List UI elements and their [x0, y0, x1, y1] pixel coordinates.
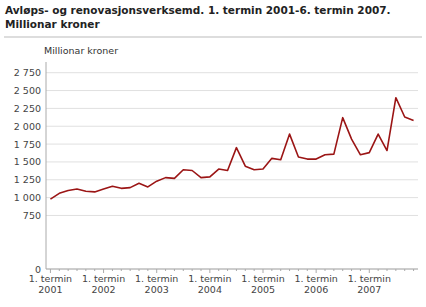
x-tick-label-line: 1. termin [241, 273, 284, 284]
x-tick-label: 1. termin2004 [188, 273, 231, 295]
y-tick-label: 2 250 [14, 103, 41, 114]
y-tick-label: 1 250 [14, 174, 41, 185]
x-minor-tick [351, 269, 352, 271]
x-tick-label: 1. termin2005 [241, 273, 284, 295]
y-tick-label: 1 750 [14, 139, 41, 150]
x-minor-tick [387, 269, 388, 271]
x-minor-tick [192, 269, 193, 271]
x-tick-label-line: 2002 [91, 284, 115, 295]
x-minor-tick [378, 269, 379, 271]
x-minor-tick [333, 269, 334, 271]
grid-line [46, 161, 418, 162]
x-minor-tick [147, 269, 148, 271]
x-minor-tick [404, 269, 405, 271]
x-minor-tick [307, 269, 308, 271]
y-tick-label: 750 [23, 210, 41, 221]
x-minor-tick [68, 269, 69, 271]
y-grid [46, 73, 418, 269]
subtitle: Millionar kroner [5, 18, 100, 30]
x-minor-tick [85, 269, 86, 271]
y-tick-label: 2 750 [14, 67, 41, 78]
x-tick-label-line: 1. termin [82, 273, 125, 284]
x-minor-tick [174, 269, 175, 271]
x-minor-tick [236, 269, 237, 271]
x-tick-label-line: 2007 [357, 284, 381, 295]
x-minor-tick [165, 269, 166, 271]
x-minor-tick [218, 269, 219, 271]
x-minor-tick [139, 269, 140, 271]
x-tick-label-line: 1. termin [348, 273, 391, 284]
x-minor-tick [325, 269, 326, 271]
y-tick-label: 2 000 [14, 121, 41, 132]
grid-line [46, 72, 418, 73]
grid-line [46, 90, 418, 91]
separator [4, 37, 422, 38]
x-minor-tick [271, 269, 272, 271]
line [50, 98, 413, 199]
x-minor-tick [413, 269, 414, 271]
x-minor-tick [245, 269, 246, 271]
x-tick-label: 1. termin2006 [294, 273, 337, 295]
x-minor-tick [298, 269, 299, 271]
x-tick-label-line: 2003 [145, 284, 169, 295]
y-tick-label: 1 500 [14, 156, 41, 167]
y-tick-label: 1 000 [14, 192, 41, 203]
x-minor-tick [130, 269, 131, 271]
x-tick-label-line: 1. termin [294, 273, 337, 284]
x-minor-tick [254, 269, 255, 271]
x-minor-tick [289, 269, 290, 271]
x-minor-tick [201, 269, 202, 271]
x-axis-line [46, 269, 418, 270]
grid-line [46, 179, 418, 180]
x-minor-tick [121, 269, 122, 271]
series [50, 98, 413, 199]
x-tick-label-line: 2006 [304, 284, 328, 295]
x-minor-tick [94, 269, 95, 271]
x-tick-label-line: 1. termin [29, 273, 72, 284]
x-tick-label: 1. termin2002 [82, 273, 125, 295]
y-tick-label: 2 500 [14, 85, 41, 96]
x-minor-tick [360, 269, 361, 271]
x-minor-tick [227, 269, 228, 271]
x-tick-label-line: 1. termin [188, 273, 231, 284]
y-axis-label: Millionar kroner [44, 45, 118, 56]
grid-line [46, 126, 418, 127]
x-tick-label-line: 2001 [38, 284, 62, 295]
grid-line [46, 269, 418, 270]
x-minor-tick [77, 269, 78, 271]
x-tick-label: 1. termin2001 [29, 273, 72, 295]
x-tick-label: 1. termin2003 [135, 273, 178, 295]
grid-line [46, 144, 418, 145]
chart: Avløps- og renovasjonsverksemd. 1. termi… [0, 0, 426, 307]
x-tick-label-line: 1. termin [135, 273, 178, 284]
x-minor-tick [342, 269, 343, 271]
grid-line [46, 197, 418, 198]
x-tick-label-line: 2004 [198, 284, 222, 295]
x-minor-tick [112, 269, 113, 271]
grid-line [46, 108, 418, 109]
x-minor-tick [280, 269, 281, 271]
x-minor-tick [395, 269, 396, 271]
title: Avløps- og renovasjonsverksemd. 1. termi… [5, 4, 391, 16]
grid-line [46, 215, 418, 216]
y-axis-line [46, 62, 47, 269]
x-tick-label-line: 2005 [251, 284, 275, 295]
x-minor-tick [59, 269, 60, 271]
x-minor-tick [183, 269, 184, 271]
x-tick-label: 1. termin2007 [348, 273, 391, 295]
